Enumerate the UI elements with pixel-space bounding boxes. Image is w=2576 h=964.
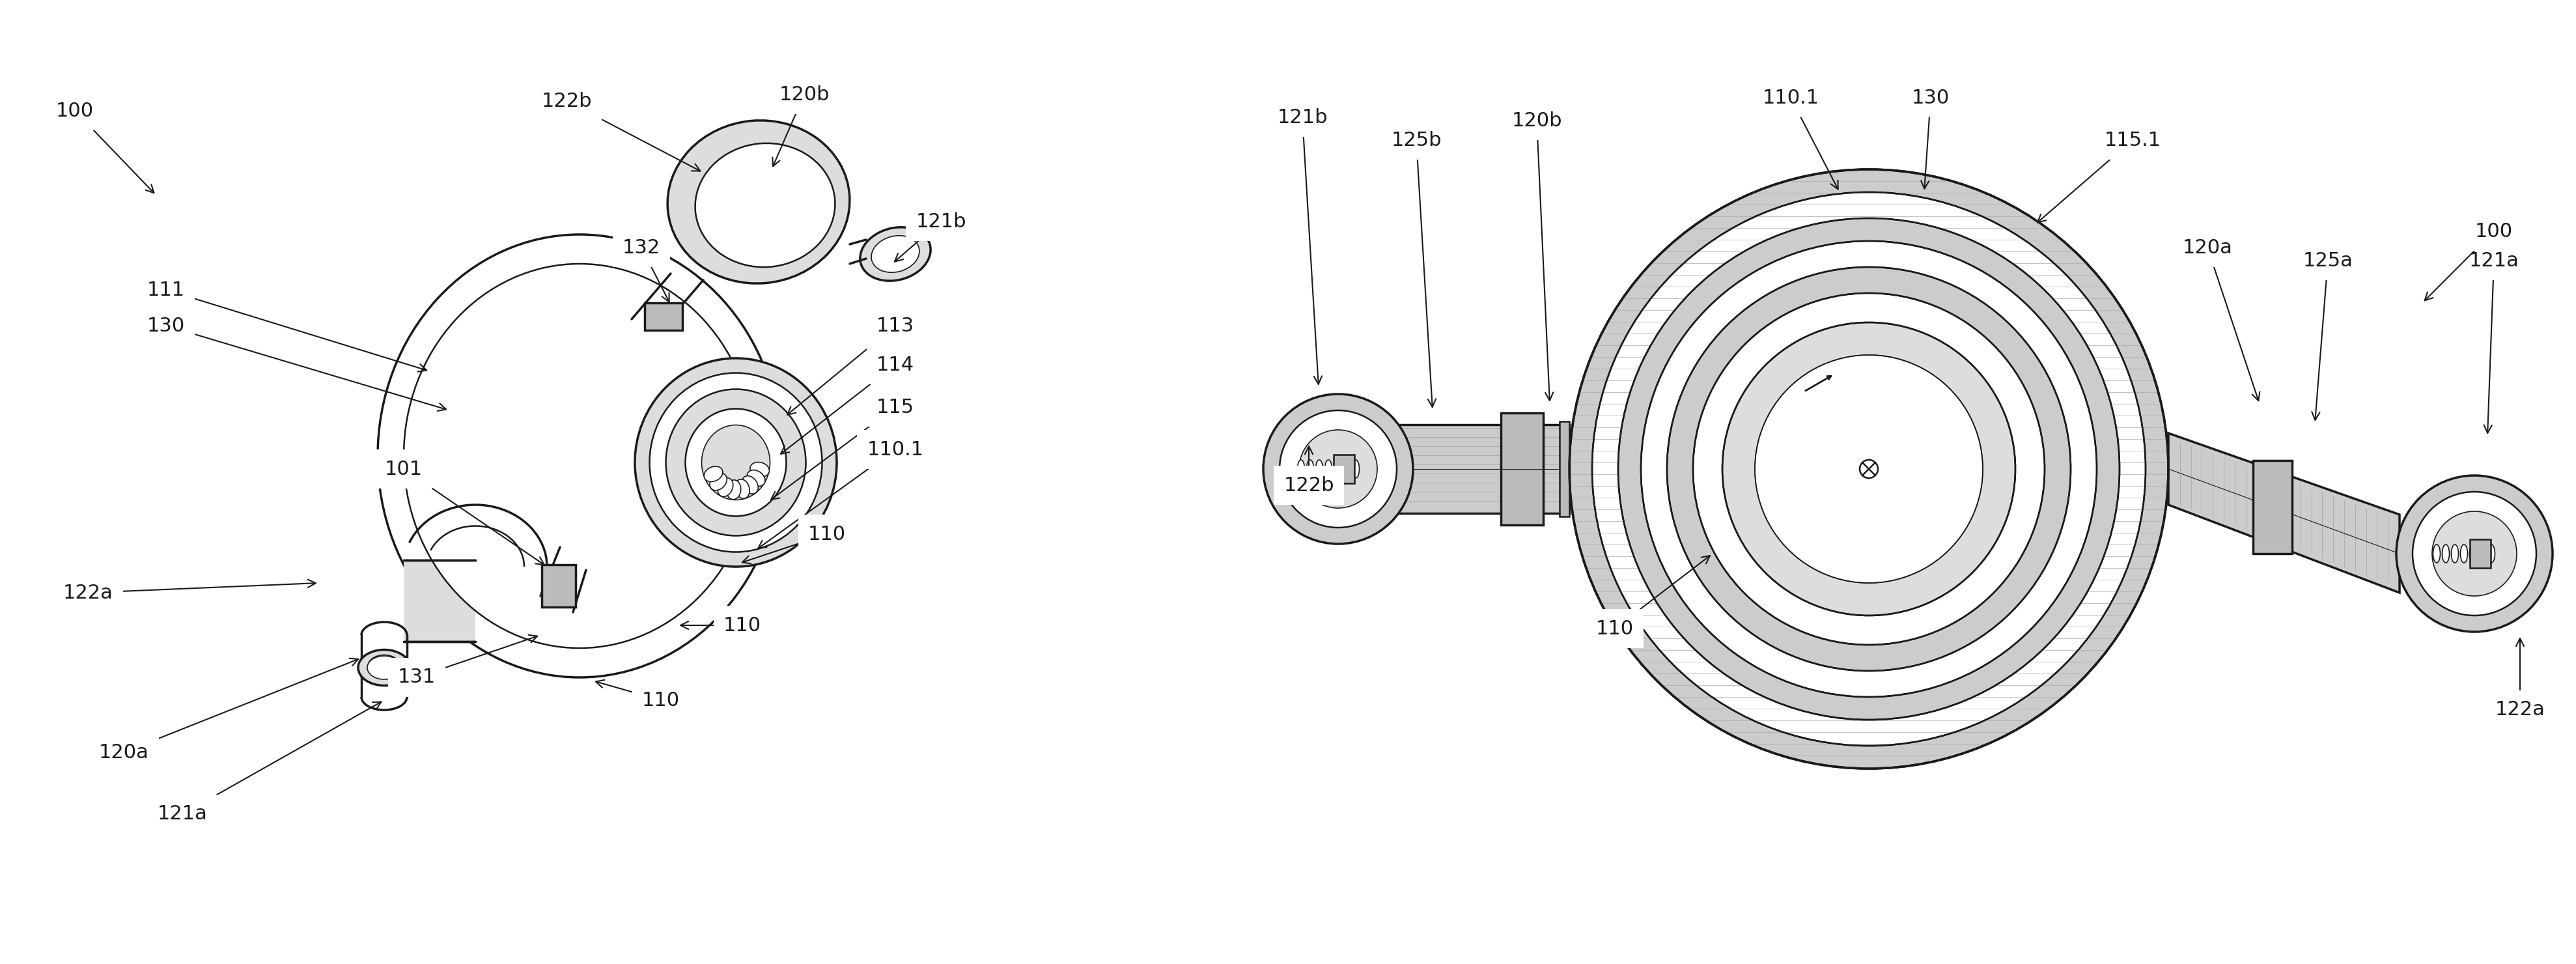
Ellipse shape <box>750 462 770 477</box>
Circle shape <box>1641 241 2097 697</box>
Text: 115.1: 115.1 <box>2038 130 2161 223</box>
Text: 122a: 122a <box>62 579 317 602</box>
Text: 122a: 122a <box>2496 638 2545 719</box>
Text: 121b: 121b <box>894 212 966 261</box>
Bar <box>1558 421 1569 517</box>
Ellipse shape <box>2488 545 2496 563</box>
Text: 120a: 120a <box>2182 238 2259 401</box>
Ellipse shape <box>1316 460 1324 478</box>
Ellipse shape <box>711 473 726 491</box>
Text: 110: 110 <box>1597 555 1710 638</box>
Text: 132: 132 <box>623 238 670 302</box>
Text: 115: 115 <box>770 398 914 499</box>
Text: 122b: 122b <box>1283 446 1334 495</box>
Circle shape <box>1754 355 1984 583</box>
Text: 130: 130 <box>1911 89 1950 189</box>
Ellipse shape <box>747 470 765 486</box>
Text: 120b: 120b <box>1512 111 1561 400</box>
Text: 110.1: 110.1 <box>757 440 925 549</box>
Text: 110: 110 <box>680 616 762 634</box>
Bar <box>644 303 683 331</box>
Text: 131: 131 <box>397 635 538 686</box>
Ellipse shape <box>1324 460 1332 478</box>
Ellipse shape <box>2470 545 2476 563</box>
Polygon shape <box>2169 433 2398 593</box>
Text: 120a: 120a <box>98 658 358 762</box>
Text: 110: 110 <box>742 524 845 564</box>
Text: 110.1: 110.1 <box>1762 89 1839 189</box>
Text: 121a: 121a <box>2468 251 2519 433</box>
Circle shape <box>2414 492 2537 616</box>
Bar <box>1365 425 1569 513</box>
Circle shape <box>2432 511 2517 596</box>
Ellipse shape <box>742 476 757 494</box>
Ellipse shape <box>368 655 399 678</box>
Text: 122b: 122b <box>541 92 701 171</box>
Ellipse shape <box>685 409 786 516</box>
Ellipse shape <box>2434 545 2439 563</box>
Text: 125a: 125a <box>2303 251 2352 420</box>
Circle shape <box>1569 170 2169 768</box>
Text: 120b: 120b <box>773 85 829 167</box>
Ellipse shape <box>1352 460 1360 478</box>
Bar <box>1334 455 1355 483</box>
Text: 114: 114 <box>781 356 914 454</box>
Circle shape <box>1860 460 1878 478</box>
Ellipse shape <box>667 120 850 283</box>
Ellipse shape <box>2442 545 2450 563</box>
Ellipse shape <box>665 389 806 536</box>
Ellipse shape <box>703 467 724 482</box>
Ellipse shape <box>358 650 410 685</box>
Ellipse shape <box>379 234 781 678</box>
Text: 100: 100 <box>57 101 155 193</box>
Circle shape <box>2396 475 2553 631</box>
Text: 113: 113 <box>788 316 914 415</box>
Ellipse shape <box>2478 545 2486 563</box>
Text: 130: 130 <box>147 316 446 411</box>
Circle shape <box>1692 293 2045 645</box>
Circle shape <box>1262 394 1414 544</box>
Ellipse shape <box>649 373 822 552</box>
Ellipse shape <box>871 235 920 273</box>
Circle shape <box>1667 267 2071 671</box>
Bar <box>541 565 574 607</box>
Circle shape <box>1298 430 1378 508</box>
Ellipse shape <box>734 479 750 498</box>
Polygon shape <box>404 560 477 642</box>
Ellipse shape <box>634 359 837 567</box>
Ellipse shape <box>701 425 770 500</box>
Polygon shape <box>2254 461 2293 553</box>
Circle shape <box>1280 411 1396 527</box>
Ellipse shape <box>404 264 755 648</box>
Ellipse shape <box>1334 460 1342 478</box>
Circle shape <box>1592 192 2146 746</box>
Ellipse shape <box>719 478 734 496</box>
Bar <box>1502 413 1543 525</box>
Text: 100: 100 <box>2424 222 2512 301</box>
Ellipse shape <box>696 144 835 267</box>
Ellipse shape <box>726 480 742 499</box>
Text: 111: 111 <box>147 281 428 372</box>
Text: 110: 110 <box>595 680 680 710</box>
Ellipse shape <box>860 228 930 281</box>
Ellipse shape <box>1342 460 1350 478</box>
Ellipse shape <box>368 656 402 680</box>
Text: 101: 101 <box>384 460 544 565</box>
Ellipse shape <box>2460 545 2468 563</box>
Ellipse shape <box>1306 460 1314 478</box>
Ellipse shape <box>1298 460 1303 478</box>
Circle shape <box>1723 322 2014 616</box>
Bar <box>2470 539 2491 568</box>
Text: 121b: 121b <box>1278 108 1327 385</box>
Text: 125b: 125b <box>1391 130 1443 407</box>
Ellipse shape <box>2452 545 2458 563</box>
Text: 121a: 121a <box>157 702 381 823</box>
Circle shape <box>1618 218 2120 720</box>
